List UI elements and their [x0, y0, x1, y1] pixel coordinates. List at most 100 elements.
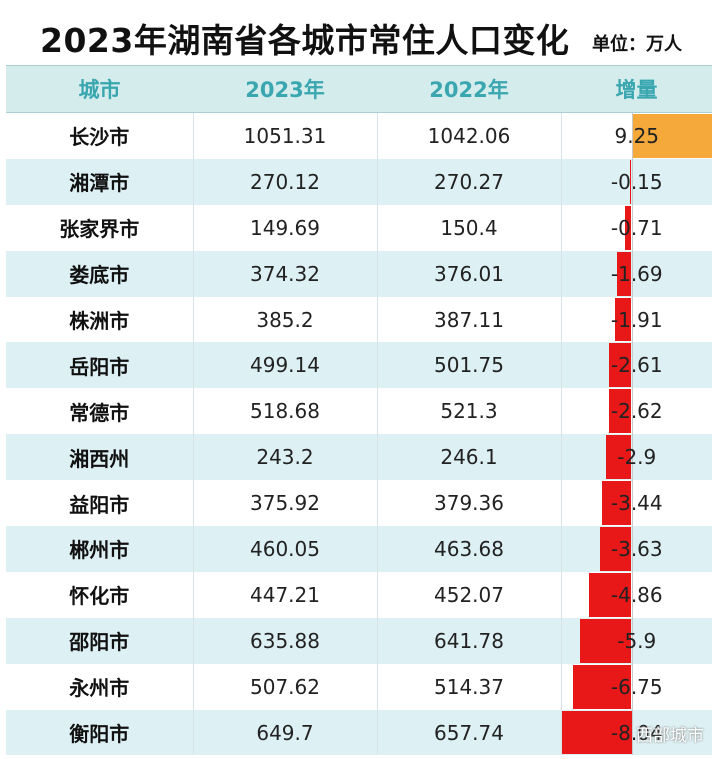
value-2023-cell: 518.68: [193, 388, 378, 435]
increase-axis-line: [631, 434, 633, 481]
increase-value: -2.9: [617, 445, 657, 470]
watermark: 西部城市: [636, 726, 704, 746]
table-row: 永州市 507.62 514.37 -6.75: [6, 663, 712, 710]
increase-bar: [631, 114, 712, 158]
city-cell: 益阳市: [6, 480, 194, 527]
increase-cell: -3.44: [561, 480, 712, 527]
increase-cell: -2.61: [561, 342, 712, 389]
table-row: 岳阳市 499.14 501.75 -2.61: [6, 342, 712, 389]
value-2022-cell: 641.78: [377, 617, 562, 664]
value-2023-cell: 499.14: [193, 342, 378, 389]
population-table: 城市 2023年 2022年 增量 长沙市 1051.31 1042.06 9.25 湘…: [6, 65, 712, 756]
increase-cell: -1.91: [561, 296, 712, 343]
increase-bar: [580, 618, 632, 663]
increase-value: -3.44: [610, 491, 663, 516]
increase-cell: -0.15: [561, 158, 712, 205]
value-2023-cell: 447.21: [193, 571, 378, 618]
table-row: 郴州市 460.05 463.68 -3.63: [6, 526, 712, 572]
value-2023-cell: 460.05: [193, 526, 378, 572]
table-row: 常德市 518.68 521.3 -2.62: [6, 388, 712, 435]
increase-axis-line: [631, 158, 633, 205]
increase-bar: [608, 389, 632, 434]
increase-axis-line: [631, 113, 633, 159]
table-row: 怀化市 447.21 452.07 -4.86: [6, 571, 712, 618]
city-cell: 长沙市: [6, 112, 194, 159]
value-2023-cell: 507.62: [193, 663, 378, 710]
increase-bar: [630, 159, 632, 204]
city-cell: 郴州市: [6, 526, 194, 572]
increase-cell: -1.69: [561, 250, 712, 297]
column-header-city: 城市: [6, 65, 193, 113]
increase-cell: -8.04: [561, 709, 712, 756]
increase-bar: [601, 481, 632, 526]
increase-value: -1.91: [610, 307, 663, 332]
value-2022-cell: 1042.06: [377, 112, 562, 159]
increase-axis-line: [631, 526, 633, 572]
value-2022-cell: 150.4: [377, 204, 562, 251]
column-header-2022: 2022年: [377, 65, 561, 113]
table-frame: 2023年湖南省各城市常住人口变化 单位：万人 城市 2023年 2022年 增…: [6, 6, 712, 756]
city-cell: 张家界市: [6, 204, 194, 251]
value-2022-cell: 514.37: [377, 663, 562, 710]
increase-bar: [614, 297, 632, 342]
increase-value: -8.04: [610, 720, 663, 745]
value-2023-cell: 374.32: [193, 250, 378, 297]
increase-value: -0.71: [610, 215, 663, 240]
column-header-increase: 增量: [561, 65, 712, 113]
page-title: 2023年湖南省各城市常住人口变化: [40, 21, 570, 60]
value-2022-cell: 379.36: [377, 480, 562, 527]
increase-value: -2.62: [610, 399, 663, 424]
city-cell: 娄底市: [6, 250, 194, 297]
increase-value: -1.69: [610, 261, 663, 286]
increase-axis-line: [631, 571, 633, 618]
value-2023-cell: 243.2: [193, 434, 378, 481]
increase-bar: [599, 527, 632, 571]
column-header-2023: 2023年: [193, 65, 377, 113]
table-row: 张家界市 149.69 150.4 -0.71: [6, 204, 712, 251]
increase-value: -0.15: [610, 169, 663, 194]
city-cell: 永州市: [6, 663, 194, 710]
increase-axis-line: [631, 342, 633, 389]
value-2022-cell: 501.75: [377, 342, 562, 389]
value-2023-cell: 649.7: [193, 709, 378, 756]
increase-axis-line: [631, 250, 633, 297]
increase-bar: [561, 710, 632, 755]
increase-cell: 9.25: [561, 112, 712, 159]
value-2022-cell: 376.01: [377, 250, 562, 297]
increase-bar: [616, 251, 632, 296]
increase-value: -4.86: [610, 582, 663, 607]
value-2023-cell: 270.12: [193, 158, 378, 205]
city-cell: 岳阳市: [6, 342, 194, 389]
table-row: 湘潭市 270.12 270.27 -0.15: [6, 158, 712, 205]
table-row: 株洲市 385.2 387.11 -1.91: [6, 296, 712, 343]
increase-cell: -0.71: [561, 204, 712, 251]
table-row: 邵阳市 635.88 641.78 -5.9: [6, 617, 712, 664]
value-2022-cell: 387.11: [377, 296, 562, 343]
city-cell: 怀化市: [6, 571, 194, 618]
value-2023-cell: 635.88: [193, 617, 378, 664]
value-2022-cell: 246.1: [377, 434, 562, 481]
increase-bar: [625, 205, 632, 250]
value-2022-cell: 463.68: [377, 526, 562, 572]
increase-value: -3.63: [610, 536, 663, 561]
table-row: 娄底市 374.32 376.01 -1.69: [6, 250, 712, 297]
increase-bar: [608, 343, 632, 388]
increase-axis-line: [631, 296, 633, 343]
increase-axis-line: [631, 709, 633, 756]
city-cell: 湘潭市: [6, 158, 194, 205]
unit-label: 单位：万人: [592, 34, 682, 55]
value-2022-cell: 521.3: [377, 388, 562, 435]
city-cell: 衡阳市: [6, 709, 194, 756]
increase-axis-line: [631, 663, 633, 710]
city-cell: 常德市: [6, 388, 194, 435]
increase-cell: -6.75: [561, 663, 712, 710]
increase-value: -6.75: [610, 674, 663, 699]
value-2022-cell: 270.27: [377, 158, 562, 205]
value-2022-cell: 452.07: [377, 571, 562, 618]
increase-value: -2.61: [610, 353, 663, 378]
table-row: 衡阳市 649.7 657.74 -8.04: [6, 709, 712, 756]
increase-cell: -2.62: [561, 388, 712, 435]
city-cell: 湘西州: [6, 434, 194, 481]
table-header-row: 城市 2023年 2022年 增量: [6, 65, 712, 113]
value-2023-cell: 375.92: [193, 480, 378, 527]
